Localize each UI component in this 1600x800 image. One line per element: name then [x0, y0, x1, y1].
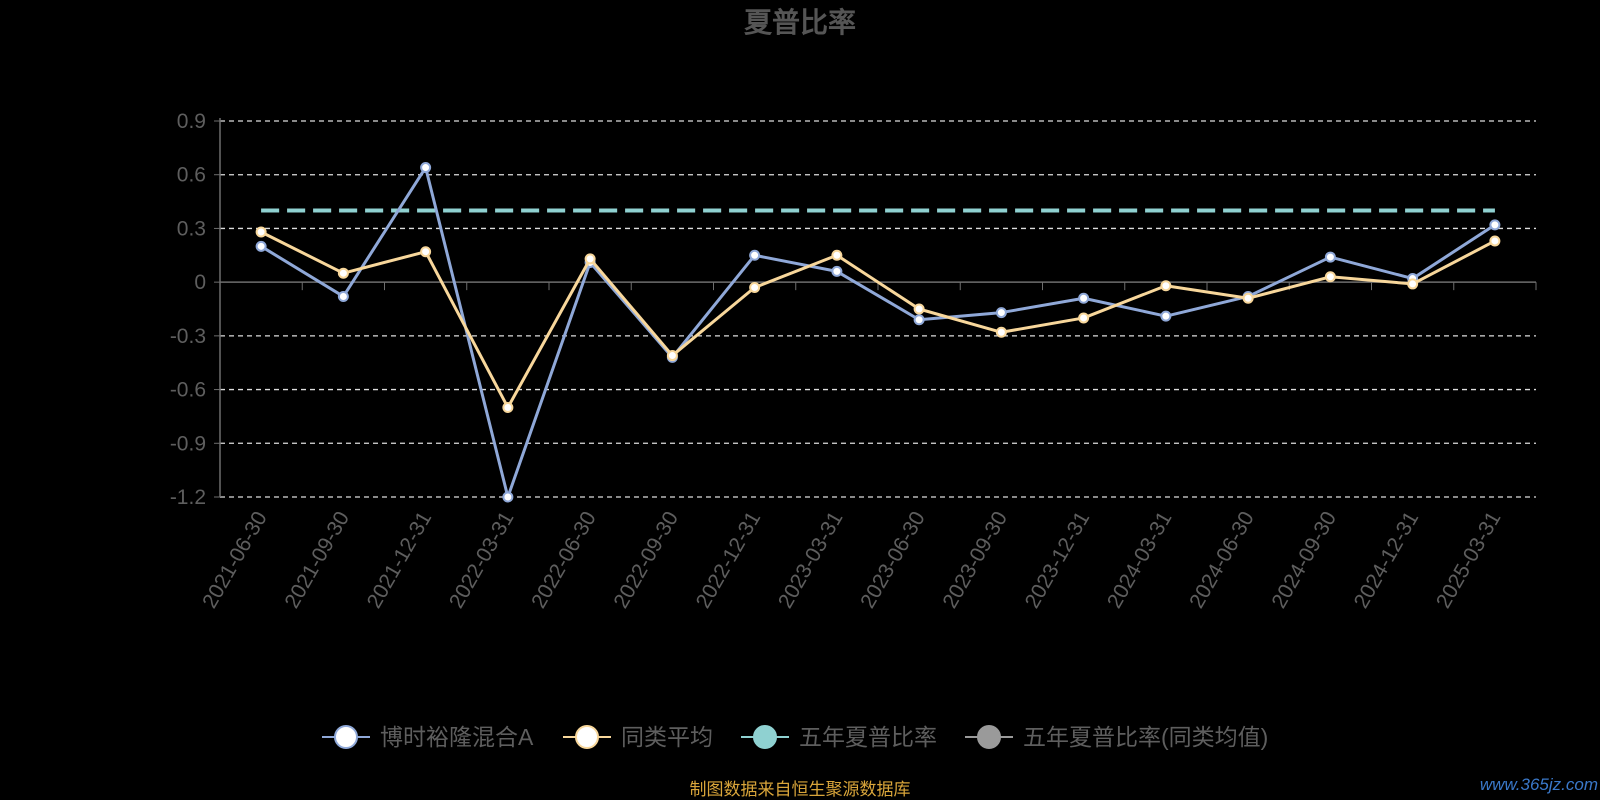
- legend-item[interactable]: 五年夏普比率(同类均值): [965, 724, 1268, 750]
- legend-marker: [753, 725, 777, 749]
- x-tick-label: 2021-09-30: [280, 508, 354, 613]
- legend-label: 五年夏普比率(同类均值): [1023, 724, 1268, 750]
- data-point[interactable]: [831, 249, 843, 261]
- data-point[interactable]: [420, 162, 432, 174]
- data-point[interactable]: [1160, 280, 1172, 292]
- x-tick-label: 2022-06-30: [527, 508, 601, 613]
- legend-label: 五年夏普比率: [799, 724, 937, 750]
- y-tick-label: 0: [194, 271, 206, 294]
- x-tick-label: 2023-03-31: [774, 508, 848, 613]
- data-point[interactable]: [337, 267, 349, 279]
- data-point[interactable]: [666, 350, 678, 362]
- x-tick-label: 2025-03-31: [1432, 508, 1506, 613]
- watermark: www.365jz.com: [1480, 775, 1598, 794]
- x-tick-label: 2024-09-30: [1267, 508, 1341, 613]
- data-point[interactable]: [1078, 312, 1090, 324]
- y-tick-label: -1.2: [170, 486, 206, 509]
- data-point[interactable]: [255, 226, 267, 238]
- data-point[interactable]: [502, 491, 514, 503]
- data-point[interactable]: [584, 253, 596, 265]
- data-point[interactable]: [1324, 271, 1336, 283]
- x-tick-label: 2022-03-31: [445, 508, 519, 613]
- data-point[interactable]: [995, 307, 1007, 319]
- series-line: [260, 166, 1496, 499]
- y-axis: 0.9 0.6 0.3 0 -0.3 -0.6 -0.9 -1.2: [170, 110, 221, 509]
- x-tick-label: 2024-03-31: [1103, 508, 1177, 613]
- data-point[interactable]: [502, 401, 514, 413]
- legend-marker: [575, 725, 599, 749]
- series-line: [260, 230, 1496, 409]
- x-tick-label: 2024-12-31: [1350, 508, 1424, 613]
- data-point[interactable]: [1489, 235, 1501, 247]
- legend[interactable]: 博时裕隆混合A 同类平均 五年夏普比率 五年夏普比率(同类均值): [322, 724, 1268, 750]
- data-point[interactable]: [1242, 292, 1254, 304]
- series-1: [255, 226, 1501, 413]
- x-tick-label: 2022-09-30: [609, 508, 683, 613]
- data-source-note: 制图数据来自恒生聚源数据库: [690, 780, 911, 799]
- data-point[interactable]: [831, 265, 843, 277]
- data-point[interactable]: [255, 240, 267, 252]
- legend-label: 同类平均: [621, 724, 713, 750]
- y-tick-label: -0.9: [170, 432, 206, 455]
- x-axis: 2021-06-30 2021-09-30 2021-12-31 2022-03-31…: [198, 282, 1537, 613]
- data-point[interactable]: [1078, 292, 1090, 304]
- data-point[interactable]: [337, 290, 349, 302]
- y-tick-label: 0.6: [177, 164, 206, 187]
- legend-item[interactable]: 博时裕隆混合A: [322, 724, 534, 750]
- x-tick-label: 2022-12-31: [692, 508, 766, 613]
- y-tick-label: 0.9: [177, 110, 206, 133]
- data-point[interactable]: [1160, 310, 1172, 322]
- data-point[interactable]: [749, 249, 761, 261]
- data-point[interactable]: [995, 326, 1007, 338]
- x-tick-label: 2023-09-30: [938, 508, 1012, 613]
- data-point[interactable]: [1489, 219, 1501, 231]
- legend-item[interactable]: 同类平均: [563, 724, 713, 750]
- data-point[interactable]: [913, 314, 925, 326]
- grid-lines: [220, 120, 1536, 498]
- legend-item[interactable]: 五年夏普比率: [741, 724, 937, 750]
- series-0: [255, 162, 1501, 503]
- legend-marker: [977, 725, 1001, 749]
- data-point[interactable]: [913, 303, 925, 315]
- x-tick-label: 2023-06-30: [856, 508, 930, 613]
- x-tick-label: 2021-12-31: [363, 508, 437, 613]
- legend-label: 博时裕隆混合A: [380, 724, 534, 750]
- data-point[interactable]: [749, 282, 761, 294]
- x-tick-label: 2023-12-31: [1021, 508, 1095, 613]
- x-tick-label: 2024-06-30: [1185, 508, 1259, 613]
- x-tick-label: 2021-06-30: [198, 508, 272, 613]
- data-point[interactable]: [1407, 278, 1419, 290]
- data-point[interactable]: [420, 246, 432, 258]
- chart-title: 夏普比率: [744, 6, 856, 38]
- data-point[interactable]: [1324, 251, 1336, 263]
- series-layer: [255, 162, 1501, 503]
- y-tick-label: 0.3: [177, 217, 206, 240]
- y-tick-label: -0.3: [170, 325, 206, 348]
- y-tick-label: -0.6: [170, 379, 206, 402]
- legend-marker: [334, 725, 358, 749]
